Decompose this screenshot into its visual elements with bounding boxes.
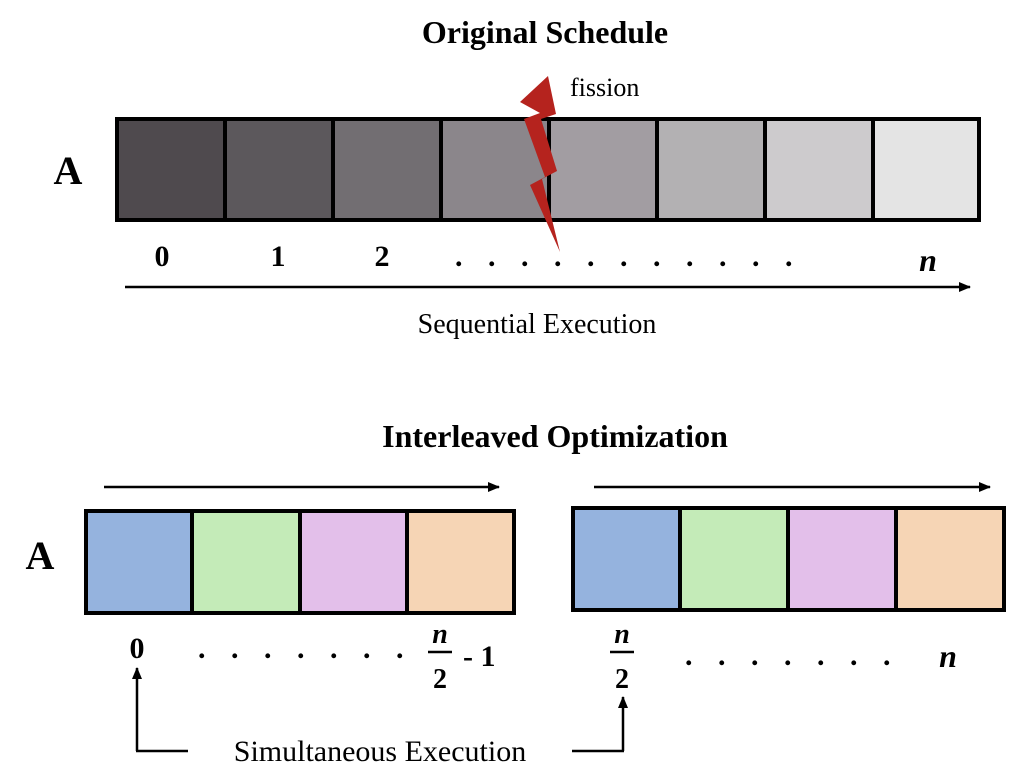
bottom-array-label: A (26, 533, 55, 578)
right-dots: . . . . . . . (685, 639, 900, 672)
right-half-array (571, 506, 1006, 612)
top-cell (547, 117, 659, 222)
left-cell (405, 509, 516, 615)
simultaneous-execution-label: Simultaneous Execution (234, 735, 526, 768)
top-cell (331, 117, 443, 222)
interleaved-optimization-title: Interleaved Optimization (382, 418, 728, 454)
sequential-execution-label: Sequential Execution (418, 309, 657, 340)
top-cell (223, 117, 335, 222)
right-cell (786, 506, 898, 612)
right-start-numerator: n (614, 619, 630, 650)
top-array-label: A (54, 148, 83, 193)
top-index-2: 2 (375, 240, 390, 273)
fission-label: fission (570, 73, 639, 102)
right-end-index: n (939, 638, 957, 674)
top-dots: . . . . . . . . . . . (455, 240, 802, 273)
top-cell (871, 117, 981, 222)
left-end-suffix: - 1 (463, 640, 496, 673)
top-index-1: 1 (271, 240, 286, 273)
left-dots: . . . . . . . (198, 632, 413, 665)
left-cell (84, 509, 194, 615)
right-cell (678, 506, 790, 612)
lightning-bolt-icon (520, 76, 560, 252)
right-cell (571, 506, 682, 612)
right-start-denominator: 2 (615, 664, 629, 695)
left-half-array (84, 509, 516, 615)
top-cell (115, 117, 227, 222)
left-cell (190, 509, 302, 615)
left-end-numerator: n (432, 619, 448, 650)
left-end-denominator: 2 (433, 664, 447, 695)
left-cell (298, 509, 409, 615)
top-cell (655, 117, 767, 222)
top-index-n: n (919, 242, 937, 278)
top-array (115, 117, 981, 222)
top-cell (763, 117, 875, 222)
original-schedule-title: Original Schedule (422, 14, 668, 50)
top-index-0: 0 (155, 240, 170, 273)
left-start-index: 0 (130, 632, 145, 665)
right-cell (894, 506, 1006, 612)
